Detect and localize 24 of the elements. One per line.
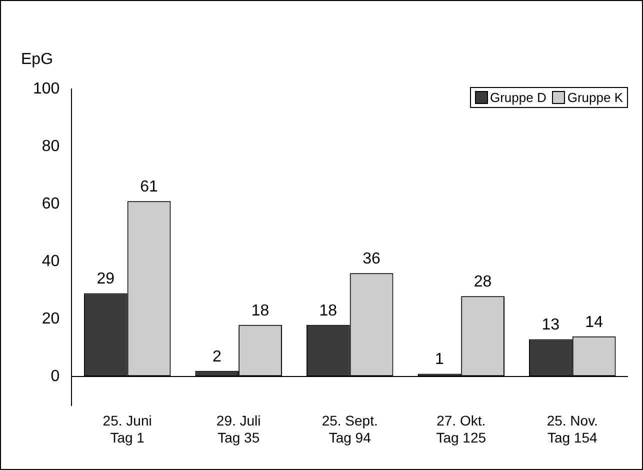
y-tick-label: 100 bbox=[32, 80, 60, 98]
x-tick-label: 25. Sept. Tag 94 bbox=[322, 412, 378, 446]
y-axis-title: EpG bbox=[21, 51, 54, 69]
data-label: 2 bbox=[212, 348, 222, 366]
x-tick-label: 25. Juni Tag 1 bbox=[102, 412, 152, 446]
data-label: 61 bbox=[140, 178, 158, 196]
data-label: 28 bbox=[474, 274, 492, 291]
x-tick-label: 29. Juli Tag 35 bbox=[216, 412, 261, 446]
y-tick-label: 80 bbox=[42, 138, 60, 155]
y-tick-label: 20 bbox=[42, 310, 60, 328]
legend-label: Gruppe K bbox=[567, 90, 623, 105]
data-label: 36 bbox=[362, 250, 381, 268]
data-label: 18 bbox=[251, 302, 270, 320]
y-tick-label: 40 bbox=[42, 252, 60, 270]
data-label: 18 bbox=[319, 302, 338, 320]
data-label: 29 bbox=[96, 270, 115, 288]
x-tick-label: 27. Okt. Tag 125 bbox=[436, 412, 486, 446]
y-tick-label: 60 bbox=[42, 195, 60, 212]
y-tick-label: 0 bbox=[50, 368, 60, 386]
data-label: 1 bbox=[434, 351, 444, 368]
data-label: 14 bbox=[585, 314, 604, 331]
data-label: 13 bbox=[542, 316, 560, 334]
x-tick-label: 25. Nov. Tag 154 bbox=[546, 412, 598, 446]
legend-label: Gruppe D bbox=[490, 90, 546, 105]
